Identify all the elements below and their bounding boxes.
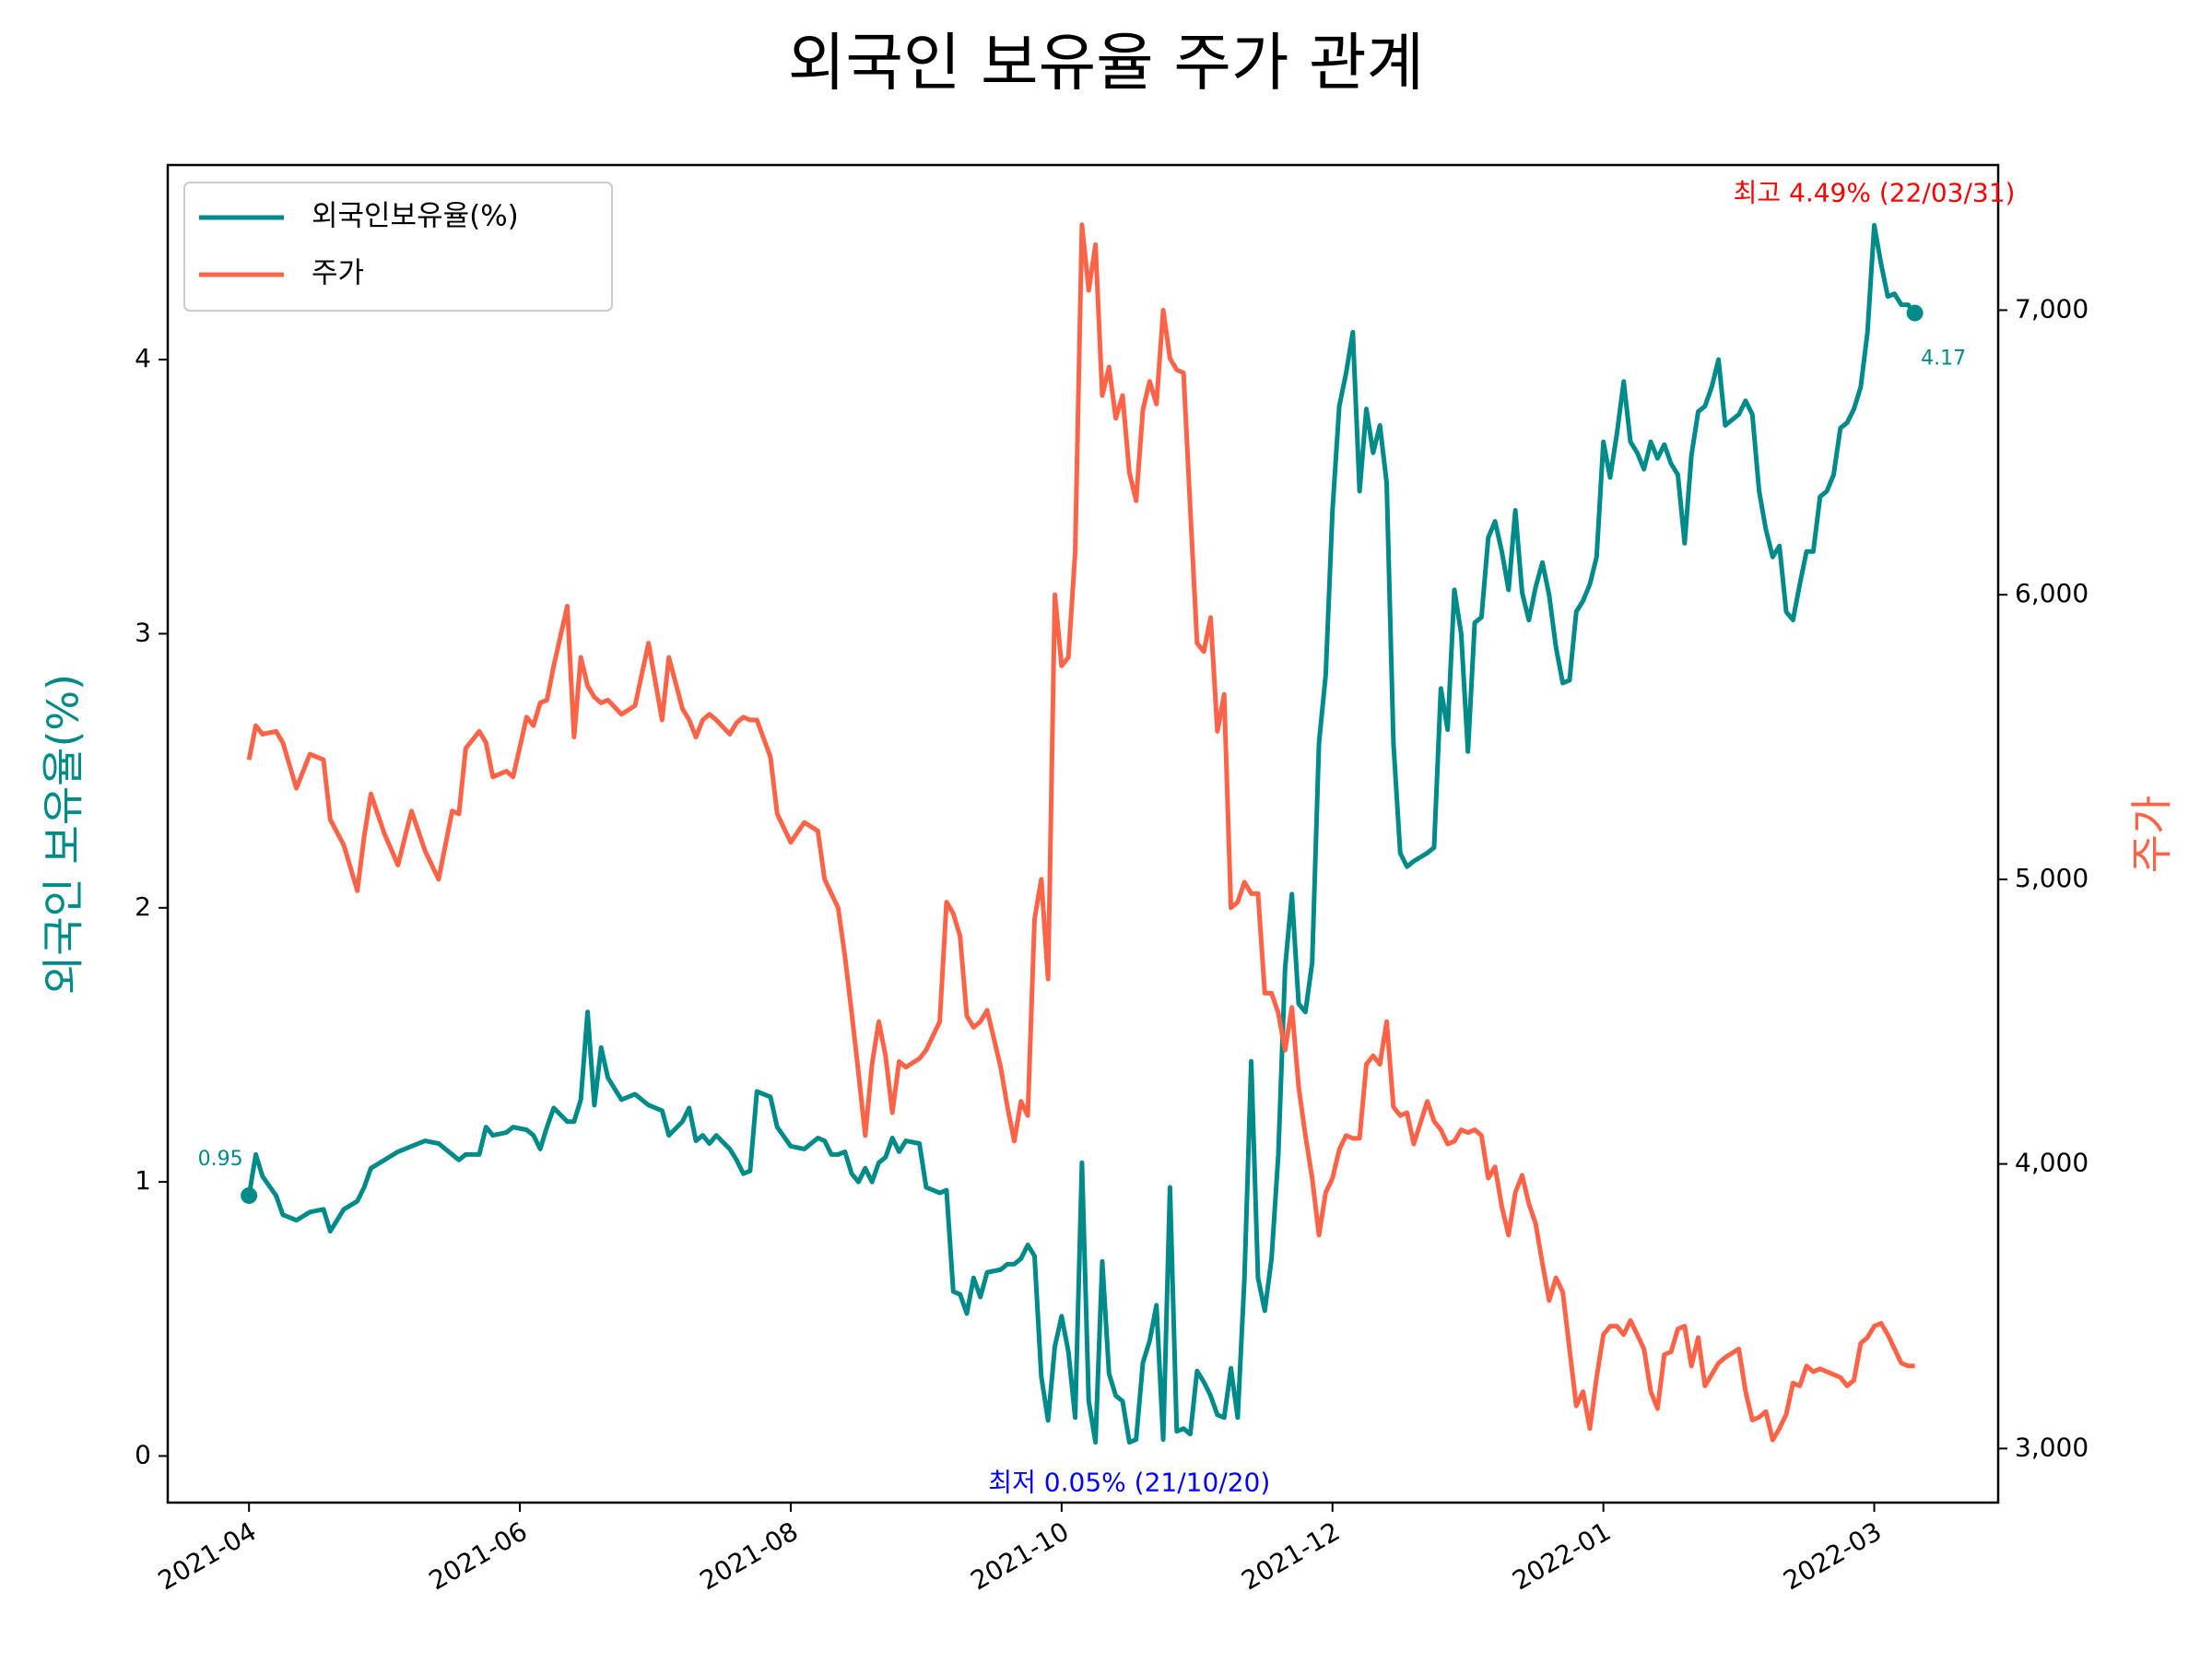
legend-label: 주가: [312, 257, 364, 290]
y-tick-label: 3: [135, 617, 151, 647]
legend-box: [183, 182, 613, 312]
end-point: [241, 1186, 258, 1204]
y-tick-label: 0: [135, 1439, 151, 1469]
x-tick-label: 2021-04: [153, 1516, 262, 1596]
annotation: 최고 4.49% (22/03/31): [1734, 177, 2016, 207]
end-point: [1906, 304, 1924, 322]
y-tick-label: 1: [135, 1165, 151, 1196]
y-axis-label: 외국인 보유율(%): [39, 674, 88, 995]
series-line: [246, 222, 1917, 1445]
y2-tick-label: 4,000: [2015, 1148, 2088, 1178]
legend-label: 외국인보유율(%): [312, 200, 519, 233]
x-tick-label: 2021-06: [424, 1516, 533, 1596]
x-tick-label: 2022-01: [1507, 1516, 1616, 1596]
y2-axis-label: 주가: [2127, 796, 2177, 874]
x-tick-label: 2021-10: [966, 1516, 1075, 1596]
annotation: 4.17: [1921, 348, 1966, 371]
y2-tick-label: 5,000: [2015, 863, 2088, 893]
annotation: 최저 0.05% (21/10/20): [988, 1468, 1270, 1498]
y2-tick-label: 7,000: [2015, 293, 2088, 324]
plot-frame: [166, 163, 2000, 1504]
chart-title: 외국인 보유율 주가 관계: [788, 28, 1424, 100]
y2-tick-label: 3,000: [2015, 1432, 2088, 1462]
y-tick-label: 2: [135, 891, 151, 922]
x-tick-label: 2022-03: [1778, 1516, 1887, 1596]
x-tick-label: 2021-12: [1236, 1516, 1345, 1596]
series-line: [246, 222, 1915, 1443]
y2-tick-label: 6,000: [2015, 578, 2088, 608]
y-tick-label: 4: [135, 343, 151, 373]
annotation: 0.95: [198, 1148, 243, 1171]
x-tick-label: 2021-08: [695, 1516, 804, 1596]
